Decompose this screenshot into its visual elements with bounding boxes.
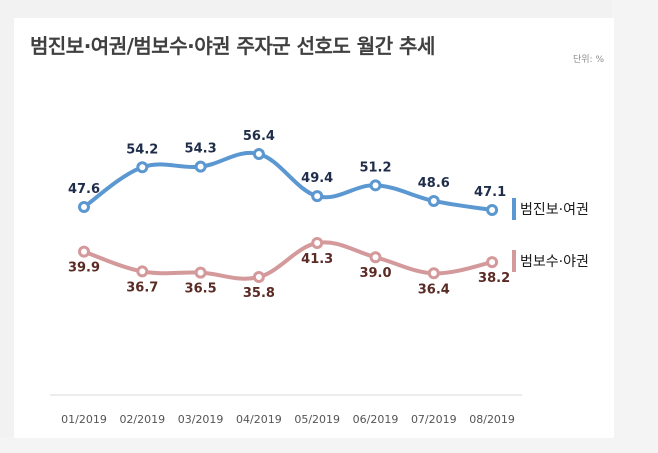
x-tick-label: 08/2019 [469, 413, 515, 426]
x-tick-label: 02/2019 [119, 413, 165, 426]
x-tick-label: 05/2019 [294, 413, 340, 426]
data-label: 47.6 [68, 182, 100, 197]
data-label: 36.5 [185, 282, 217, 297]
data-label: 48.6 [418, 176, 450, 191]
background-bottom [0, 437, 658, 453]
data-point [486, 256, 499, 269]
data-label: 39.0 [359, 266, 391, 281]
series-line [82, 240, 495, 281]
x-tick-label: 07/2019 [411, 413, 457, 426]
data-point [427, 194, 440, 207]
chart-title: 범진보·여권/범보수·야권 주자군 선호도 월간 추세 [30, 34, 435, 58]
series-layer: 47.6 54.2 54.3 56.4 49.4 51.2 48.6 47.1 39.9 36.7… [68, 129, 510, 301]
data-point [252, 148, 265, 160]
data-label: 41.3 [301, 252, 333, 267]
data-point [136, 161, 149, 174]
data-label: 51.2 [359, 160, 391, 175]
data-point [486, 204, 499, 217]
data-label: 54.3 [185, 142, 217, 157]
background-top [0, 0, 658, 20]
data-label: 56.4 [243, 129, 275, 144]
data-point [136, 265, 149, 278]
data-point [311, 190, 324, 203]
background-right [612, 0, 658, 453]
x-axis-ticks: 01/2019 02/2019 03/2019 04/2019 05/2019 06/20… [61, 413, 515, 426]
legend-label: 범보수·야권 [520, 254, 589, 270]
series-conservative: 39.9 36.7 36.5 35.8 41.3 39.0 36.4 38.2 [68, 237, 510, 301]
x-tick-label: 04/2019 [236, 413, 282, 426]
legend-swatch [512, 250, 516, 272]
data-label: 36.4 [418, 282, 450, 297]
unit-label: 단위: % [572, 55, 604, 65]
chart-panel [14, 18, 614, 438]
legend-swatch [512, 198, 516, 220]
data-label: 54.2 [126, 142, 158, 157]
data-label: 36.7 [126, 280, 158, 295]
data-point [252, 271, 265, 283]
data-label: 39.9 [68, 261, 100, 276]
data-point [194, 266, 207, 279]
legend-label: 범진보·여권 [520, 202, 589, 218]
legend-item-conservative: 범보수·야권 [512, 250, 589, 272]
data-point [78, 245, 90, 258]
data-label: 47.1 [474, 185, 506, 200]
data-point [369, 179, 382, 192]
data-label: 35.8 [243, 286, 275, 301]
data-label: 49.4 [301, 171, 333, 186]
data-label: 38.2 [478, 271, 510, 286]
data-point [427, 267, 440, 280]
x-tick-label: 03/2019 [178, 413, 224, 426]
series-progressive: 47.6 54.2 54.3 56.4 49.4 51.2 48.6 47.1 [68, 129, 506, 217]
data-point [78, 201, 90, 213]
data-point [194, 160, 207, 173]
x-tick-label: 01/2019 [61, 413, 107, 426]
data-point [311, 237, 324, 249]
x-tick-label: 06/2019 [353, 413, 399, 426]
data-point [369, 251, 382, 264]
legend-item-progressive: 범진보·여권 [512, 198, 589, 220]
